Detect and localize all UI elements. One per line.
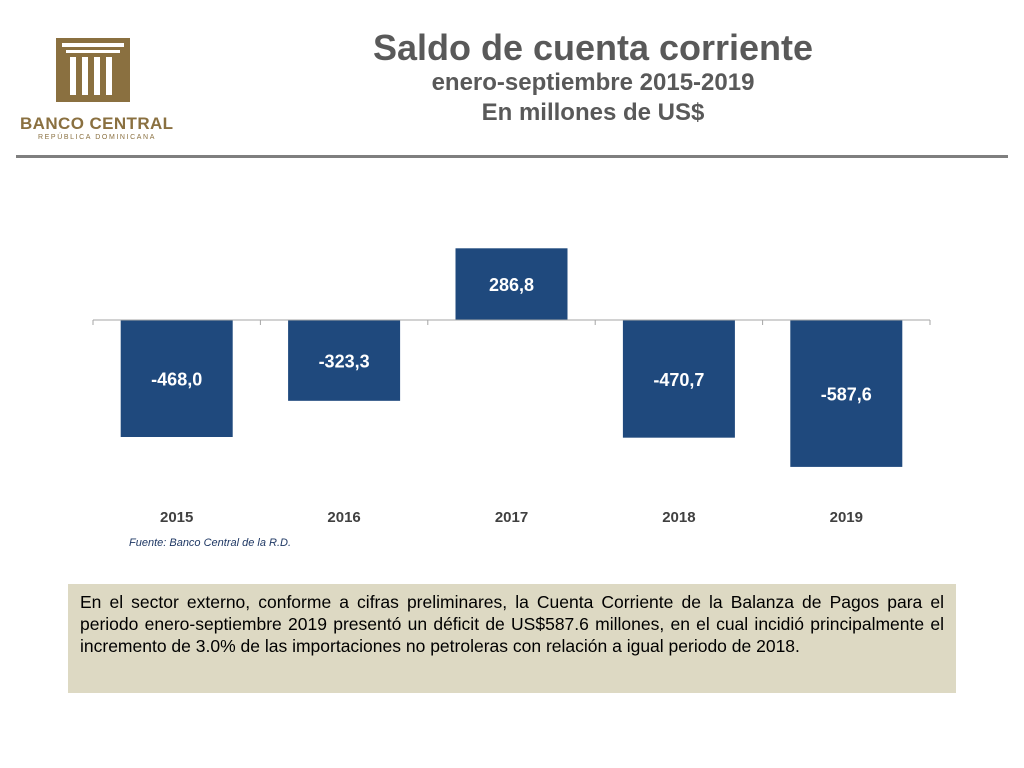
bar-2015 — [120, 320, 233, 437]
data-label-2015: -468,0 — [151, 370, 202, 390]
x-tick-label-2019: 2019 — [830, 509, 863, 526]
bar-2016 — [288, 320, 401, 401]
data-label-2016: -323,3 — [319, 351, 370, 371]
page-title: Saldo de cuenta corriente — [372, 27, 814, 68]
logo-subname: REPÚBLICA DOMINICANA — [38, 134, 156, 141]
bar-2019 — [790, 320, 903, 467]
current-account-bar-chart: -468,0 2015 -323,3 2016 286,8 2017 -470,7 2018 -… — [92, 248, 931, 526]
logo-name: BANCO CENTRAL — [20, 114, 174, 133]
header: Saldo de cuenta corriente enero-septiemb… — [300, 28, 886, 128]
x-tick-label-2015: 2015 — [160, 509, 193, 526]
chart-source: Fuente: Banco Central de la R.D. — [129, 537, 292, 549]
page-subtitle-period: enero-septiembre 2015-2019 — [431, 69, 755, 96]
x-tick-label-2016: 2016 — [327, 509, 360, 526]
summary-note: En el sector externo, conforme a cifras … — [68, 584, 956, 693]
bank-logo: BANCO CENTRAL REPÚBLICA DOMINICANA — [18, 38, 174, 144]
x-tick-label-2017: 2017 — [495, 509, 528, 526]
header-divider — [16, 155, 1008, 158]
data-label-2017: 286,8 — [489, 275, 534, 295]
data-label-2018: -470,7 — [653, 370, 704, 390]
x-tick-label-2018: 2018 — [662, 509, 695, 526]
bank-building-icon — [56, 38, 130, 102]
bar-2018 — [622, 320, 735, 438]
data-label-2019: -587,6 — [821, 384, 872, 404]
bar-2017 — [455, 248, 568, 320]
page-subtitle-units: En millones de US$ — [481, 99, 705, 126]
